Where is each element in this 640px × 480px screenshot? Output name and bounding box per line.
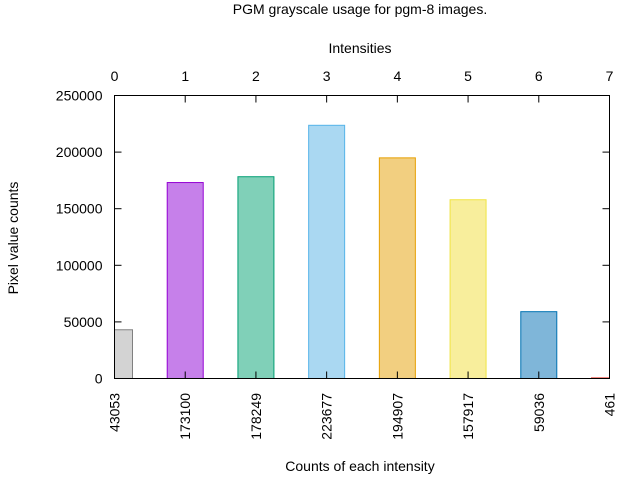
y-tick-label: 50000 (64, 314, 103, 330)
top-tick-label: 3 (323, 68, 331, 84)
axes: 0500001000001500002000002500000430531173… (56, 68, 618, 440)
bar-6 (520, 311, 558, 379)
top-tick-label: 5 (464, 68, 472, 84)
x-axis-label: Counts of each intensity (285, 458, 434, 474)
y-tick-label: 250000 (56, 88, 103, 104)
y-tick-label: 100000 (56, 257, 103, 273)
y-tick-label: 150000 (56, 201, 103, 217)
bar-0 (114, 329, 133, 380)
top-tick-label: 0 (111, 68, 119, 84)
bottom-tick-label: 59036 (531, 393, 547, 432)
top-tick-label: 7 (606, 68, 614, 84)
bar-5 (449, 199, 487, 379)
y-tick-label: 200000 (56, 144, 103, 160)
top-tick-label: 4 (393, 68, 401, 84)
plot-frame (114, 95, 610, 379)
top-tick-label: 2 (252, 68, 260, 84)
y-axis-label: Pixel value counts (5, 182, 21, 295)
bottom-tick-label: 194907 (389, 393, 405, 440)
bar-3 (308, 124, 346, 379)
top-tick-label: 1 (181, 68, 189, 84)
bottom-tick-label: 223677 (319, 393, 335, 440)
bottom-tick-label: 461 (602, 393, 618, 417)
bars (114, 124, 610, 380)
bar-4 (378, 157, 416, 379)
bar-1 (166, 182, 204, 379)
bottom-tick-label: 178249 (248, 393, 264, 440)
y-tick-label: 0 (95, 371, 103, 387)
bottom-tick-label: 157917 (460, 393, 476, 440)
bar-2 (237, 176, 275, 379)
bottom-tick-label: 43053 (107, 393, 123, 432)
top-tick-label: 6 (535, 68, 543, 84)
top-axis-label: Intensities (328, 40, 391, 56)
chart-title: PGM grayscale usage for pgm-8 images. (233, 1, 487, 17)
bottom-tick-label: 173100 (177, 393, 193, 440)
